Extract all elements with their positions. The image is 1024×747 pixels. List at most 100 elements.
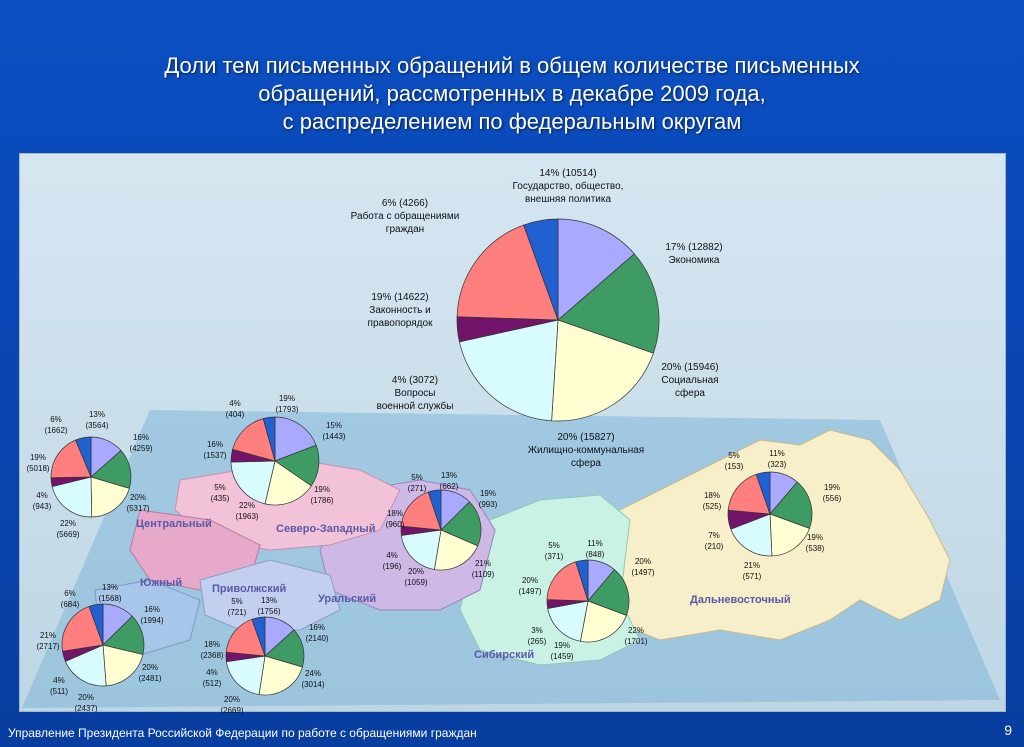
pie-slice — [226, 655, 266, 695]
pie-slice — [102, 644, 144, 687]
label-north-west: Северо-Западный — [276, 523, 375, 535]
pie-slice — [730, 513, 773, 557]
data-label: 5% (153) — [725, 451, 744, 471]
data-label: 16% (1537) — [203, 440, 226, 460]
data-label: 20% (2481) — [138, 663, 161, 683]
pie-slice — [769, 513, 810, 557]
data-label: 19% (1793) — [275, 394, 298, 414]
pie-slice — [50, 439, 92, 479]
data-label: 5% (435) — [211, 483, 230, 503]
footer-text: Управление Президента Российской Федерац… — [8, 726, 477, 740]
pie-slice — [232, 418, 276, 462]
data-label: 21% (2717) — [36, 631, 59, 651]
data-label: 16% (1994) — [140, 605, 163, 625]
data-label: 13% (1756) — [257, 596, 280, 616]
data-label: 4% (511) — [50, 676, 68, 696]
pie-slice — [456, 224, 559, 321]
data-label: 3% (265) — [528, 626, 547, 646]
pie-slice — [251, 616, 266, 657]
data-label: 19% (14622) Законность и правопорядок — [368, 292, 434, 329]
data-label: 21% (571) — [743, 561, 762, 581]
data-label: 20% (15827) Жилищно-коммунальная сфера — [528, 432, 644, 469]
pie-slice — [400, 491, 442, 531]
data-label: 20% (1497) — [518, 576, 541, 596]
page-number: 9 — [1004, 722, 1012, 738]
label-central: Центральный — [136, 518, 212, 530]
pie-slice — [587, 569, 630, 616]
data-label: 4% (3072) Вопросы военной службы — [377, 375, 454, 412]
data-label: 19% (556) — [823, 483, 842, 503]
pie-slice — [769, 481, 813, 529]
data-label: 6% (684) — [61, 589, 80, 609]
data-label: 20% (1497) — [631, 557, 654, 577]
label-ural: Уральский — [318, 593, 376, 605]
data-label: 4% (512) — [203, 668, 222, 688]
label-south: Южный — [140, 577, 182, 589]
pie-slice — [274, 416, 317, 462]
data-label: 22% (5669) — [56, 519, 79, 539]
data-label: 18% (525) — [703, 491, 722, 511]
pie-slice — [546, 561, 589, 602]
pie-slice — [90, 476, 130, 518]
pie-slice — [523, 218, 559, 321]
pie-slice — [557, 218, 635, 321]
pie-slice — [258, 655, 303, 696]
data-label: 4% (404) — [226, 399, 245, 419]
russia-map — [22, 410, 1000, 708]
pie-slice — [557, 253, 660, 354]
pie-slice — [547, 600, 589, 642]
data-label: 5% (371) — [545, 541, 564, 561]
pie-slice — [551, 319, 654, 422]
pie-slice — [440, 501, 482, 547]
region-labels: Центральный Северо-Западный Южный Привол… — [136, 518, 791, 661]
pie-slice — [433, 529, 479, 571]
data-label: 19% (993) — [479, 489, 498, 509]
data-label: 17% (12882) Экономика — [665, 242, 722, 266]
data-label: 5% (721) — [228, 597, 247, 617]
label-siberian: Сибирский — [474, 649, 534, 661]
data-label: 13% (1568) — [98, 583, 121, 603]
data-label: 21% (1109) — [472, 559, 495, 579]
pie-slice — [262, 416, 276, 462]
data-label: 6% (4266) Работа с обращениями граждан — [351, 198, 460, 235]
pie-slice — [75, 436, 92, 478]
data-label: 20% (15946) Социальная сфера — [661, 362, 718, 399]
data-label: 24% (3014) — [301, 669, 324, 689]
data-label: 11% (848) — [586, 539, 605, 559]
data-label: 18% (2368) — [200, 640, 223, 660]
pie-slice — [755, 471, 771, 515]
data-label: 20% (1059) — [404, 567, 427, 587]
pie-slice — [427, 489, 442, 531]
data-label: 18% (960) — [386, 509, 405, 529]
data-label: 19% (1459) — [550, 641, 573, 661]
data-label: 15% (1443) — [322, 421, 345, 441]
data-label: 7% (210) — [705, 531, 724, 551]
label-volga: Приволжский — [212, 583, 286, 595]
pie-slice — [88, 603, 104, 646]
pie-slice — [264, 460, 312, 506]
data-label: 16% (2140) — [305, 623, 328, 643]
pie-slice — [458, 319, 559, 422]
data-label: 19% (5018) — [26, 453, 49, 473]
data-label: 20% (5317) — [126, 493, 149, 513]
pie-slice — [400, 529, 442, 570]
pie-slice — [575, 559, 589, 602]
data-label: 16% (4259) — [129, 433, 152, 453]
data-label: 14% (10514) Государство, общество, внешняя… — [513, 168, 624, 205]
data-label: 20% (2669) — [220, 695, 243, 715]
data-label: 13% (3564) — [85, 410, 108, 430]
pie-slice — [64, 644, 107, 687]
data-label: 13% (662) — [440, 471, 459, 491]
pie-slice — [225, 618, 266, 657]
pie-slice — [579, 600, 627, 643]
pie-slice — [51, 476, 93, 518]
data-label: 20% (2437) — [74, 693, 97, 713]
data-label: 5% (271) — [408, 473, 427, 493]
data-label: 4% (196) — [383, 551, 402, 571]
data-label: 4% (943) — [33, 491, 52, 511]
pie-slice — [230, 460, 276, 505]
slide-title: Доли тем письменных обращений в общем ко… — [164, 53, 860, 134]
data-label: 22% (1701) — [624, 626, 647, 646]
data-label: 19% (1786) — [310, 485, 333, 505]
